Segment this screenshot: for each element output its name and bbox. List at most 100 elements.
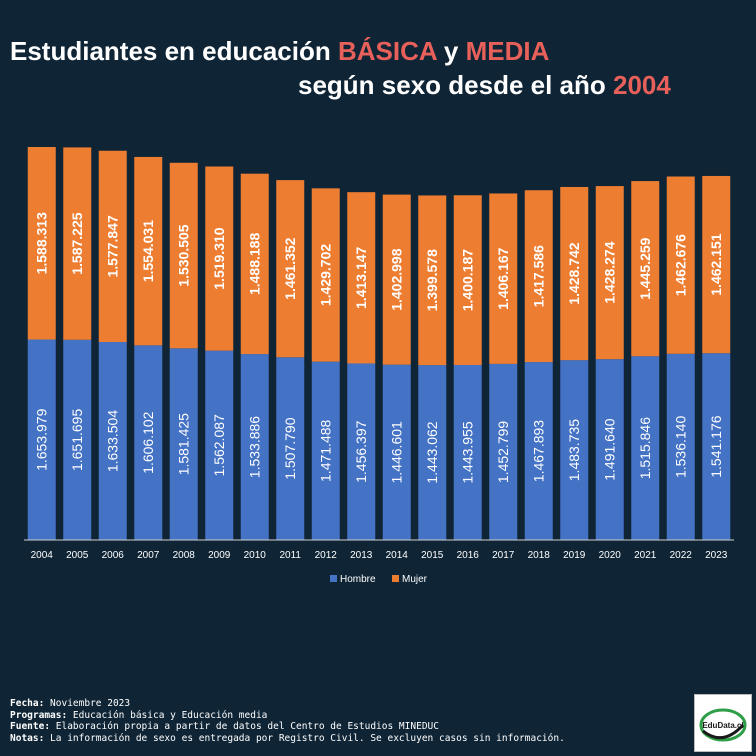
data-label-mujer: 1.554.031	[140, 220, 156, 282]
bar-hombre	[560, 360, 589, 540]
bar-mujer	[666, 176, 695, 354]
data-label-hombre: 1.471.488	[318, 419, 334, 481]
legend-swatch	[330, 575, 337, 582]
bar-hombre	[311, 361, 340, 540]
x-tick-label: 2009	[208, 550, 231, 561]
bar-hombre	[666, 353, 695, 540]
x-tick-label: 2006	[102, 550, 125, 561]
data-label-mujer: 1.402.998	[389, 248, 405, 310]
title-highlight-basica: BÁSICA	[337, 36, 437, 66]
data-label-mujer: 1.417.586	[531, 245, 547, 307]
bar-hombre	[347, 363, 376, 540]
x-tick-label: 2016	[457, 550, 480, 561]
bar-hombre	[453, 364, 482, 540]
x-tick-label: 2021	[634, 550, 657, 561]
data-label-hombre: 1.491.640	[602, 418, 618, 480]
title-highlight-media: MEDIA	[465, 36, 550, 66]
bar-hombre	[702, 353, 731, 540]
data-label-mujer: 1.400.187	[460, 249, 476, 311]
data-label-hombre: 1.581.425	[176, 413, 192, 475]
bar-mujer	[27, 146, 56, 340]
logo-icon: EduData.cl	[699, 708, 747, 742]
data-label-mujer: 1.519.310	[211, 227, 227, 289]
bar-mujer	[595, 186, 624, 360]
x-tick-label: 2004	[31, 550, 54, 561]
x-tick-label: 2008	[173, 550, 196, 561]
footer-value: La información de sexo es entregada por …	[44, 732, 565, 744]
bar-hombre	[98, 341, 127, 540]
bar-hombre	[595, 359, 624, 540]
data-label-hombre: 1.452.799	[495, 421, 511, 483]
bar-hombre	[489, 363, 518, 540]
bar-mujer	[631, 181, 660, 357]
legend-label: Mujer	[402, 574, 428, 585]
x-tick-label: 2020	[599, 550, 622, 561]
bar-mujer	[418, 195, 447, 366]
footer-programas: Programas: Educación básica y Educación …	[10, 710, 565, 722]
x-tick-label: 2015	[421, 550, 444, 561]
data-label-hombre: 1.443.955	[460, 421, 476, 483]
x-tick-label: 2014	[386, 550, 409, 561]
footer-notas: Notas: La información de sexo es entrega…	[10, 733, 565, 745]
title-text: según sexo desde el año	[298, 70, 613, 100]
data-label-hombre: 1.541.176	[708, 415, 724, 477]
data-label-hombre: 1.515.846	[637, 417, 653, 479]
bar-hombre	[524, 362, 553, 540]
data-label-mujer: 1.428.274	[602, 241, 618, 303]
bar-mujer	[98, 150, 127, 342]
bar-mujer	[524, 190, 553, 363]
bar-mujer	[169, 162, 198, 349]
x-tick-label: 2011	[279, 550, 301, 561]
x-tick-label: 2017	[492, 550, 515, 561]
bar-mujer	[63, 147, 92, 340]
chart-title: Estudiantes en educación BÁSICA y MEDIA …	[10, 34, 710, 102]
data-label-mujer: 1.488.188	[247, 233, 263, 295]
title-line-2: según sexo desde el año 2004	[10, 68, 710, 102]
data-label-hombre: 1.653.979	[34, 408, 50, 470]
title-text: Estudiantes en educación	[10, 36, 338, 66]
bar-hombre	[169, 348, 198, 540]
data-label-mujer: 1.587.225	[69, 212, 85, 274]
legend-swatch	[392, 575, 399, 582]
bar-hombre	[276, 357, 305, 540]
edudata-logo: EduData.cl	[694, 694, 752, 752]
bar-mujer	[560, 186, 589, 361]
bar-mujer	[702, 175, 731, 354]
footer-label: Fecha:	[10, 698, 45, 709]
footer-value: Educación básica y Educación media	[67, 709, 268, 721]
footer-label: Notas:	[10, 732, 45, 744]
footer-label: Programas:	[10, 709, 68, 721]
data-label-mujer: 1.461.352	[282, 237, 298, 299]
bar-hombre	[27, 339, 56, 540]
bar-hombre	[382, 364, 411, 540]
data-label-hombre: 1.562.087	[211, 414, 227, 476]
data-label-hombre: 1.467.893	[531, 420, 547, 482]
data-label-mujer: 1.577.847	[105, 215, 121, 277]
bar-hombre	[631, 356, 660, 540]
data-label-mujer: 1.588.313	[34, 212, 50, 274]
footer-label: Fuente:	[10, 721, 51, 733]
data-label-hombre: 1.651.695	[69, 409, 85, 471]
bar-hombre	[240, 354, 269, 540]
bar-mujer	[453, 195, 482, 365]
legend-label: Hombre	[340, 574, 376, 585]
data-label-mujer: 1.530.505	[176, 224, 192, 286]
bar-hombre	[205, 350, 234, 540]
data-label-hombre: 1.533.886	[247, 416, 263, 478]
x-tick-label: 2012	[315, 550, 338, 561]
bar-mujer	[205, 166, 234, 351]
x-tick-label: 2023	[705, 550, 728, 561]
bar-mujer	[134, 156, 163, 346]
title-line-1: Estudiantes en educación BÁSICA y MEDIA	[10, 34, 710, 68]
data-label-hombre: 1.446.601	[389, 421, 405, 483]
x-tick-label: 2005	[66, 550, 89, 561]
bar-mujer	[311, 188, 340, 362]
data-label-hombre: 1.483.735	[566, 419, 582, 481]
x-tick-label: 2010	[244, 550, 267, 561]
footer-value: Elaboración propia a partir de datos del…	[50, 721, 439, 733]
bar-mujer	[276, 180, 305, 358]
title-text: y	[436, 36, 466, 66]
data-label-hombre: 1.536.140	[673, 416, 689, 478]
bar-mujer	[382, 194, 411, 365]
x-tick-label: 2013	[350, 550, 373, 561]
